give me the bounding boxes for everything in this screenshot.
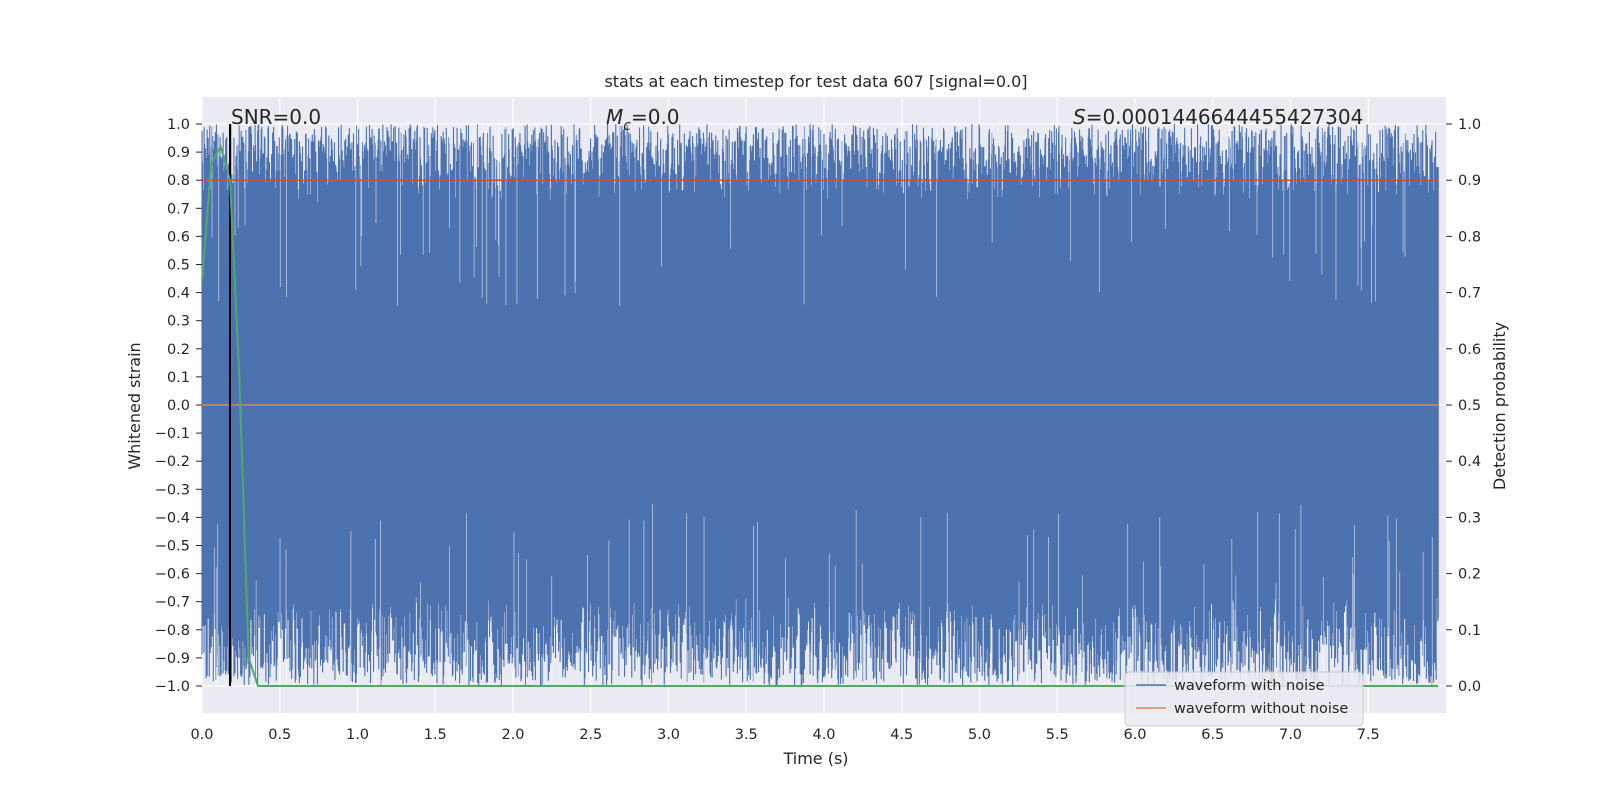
y-left-tick-label: 0.7: [167, 201, 190, 217]
y-left-tick-label: −0.9: [155, 651, 190, 667]
y-left-tick-label: 0.3: [167, 314, 190, 330]
waveform-with-noise-core: [202, 230, 1439, 568]
x-tick-label: 6.5: [1201, 727, 1224, 743]
y-left-tick-label: −0.4: [155, 510, 190, 526]
legend-label-noise: waveform with noise: [1174, 678, 1325, 694]
y-right-tick-label: 0.8: [1458, 229, 1481, 245]
lines-layer: [201, 124, 1439, 687]
y-left-tick-label: 0.8: [167, 173, 190, 189]
y-left-tick-label: −1.0: [155, 679, 190, 695]
x-tick-label: 4.0: [812, 727, 835, 743]
x-tick-label: 3.0: [657, 727, 680, 743]
chart-title: stats at each timestep for test data 607…: [604, 72, 1027, 91]
y-left-tick-label: 0.6: [167, 229, 190, 245]
x-tick-label: 0.0: [190, 727, 213, 743]
y-right-tick-label: 0.1: [1458, 623, 1481, 639]
x-tick-label: 5.0: [968, 727, 991, 743]
y-axis-right-label: Detection probability: [1490, 322, 1509, 490]
x-tick-label: 7.5: [1357, 727, 1380, 743]
y-left-tick-label: 1.0: [167, 117, 190, 133]
x-tick-label: 6.0: [1123, 727, 1146, 743]
mc-value: =0.0: [631, 105, 680, 129]
x-axis-label: Time (s): [782, 749, 848, 768]
y-left-tick-label: 0.0: [167, 398, 190, 414]
x-tick-label: 2.0: [501, 727, 524, 743]
y-right-tick-label: 0.3: [1458, 510, 1481, 526]
s-value: =0.0001446644455427304: [1086, 105, 1364, 129]
snr-annotation: SNR=0.0: [231, 105, 321, 129]
y-left-tick-label: 0.9: [167, 145, 190, 161]
y-left-tick-label: −0.3: [155, 482, 190, 498]
y-left-tick-label: −0.5: [155, 539, 190, 555]
y-right-tick-label: 0.2: [1458, 567, 1481, 583]
s-annotation: S=0.0001446644455427304: [1073, 105, 1363, 129]
y-right-tick-label: 0.6: [1458, 342, 1481, 358]
x-tick-label: 2.5: [579, 727, 602, 743]
y-left-tick-label: −0.6: [155, 567, 190, 583]
ticks-layer: 0.0 0.5 1.0 1.5 2.0 2.5 3.0 3.5 4.0 4.5 5.0 5.5 6.0 6…: [155, 117, 1481, 743]
y-right-tick-label: 0.4: [1458, 454, 1481, 470]
y-left-tick-label: −0.8: [155, 623, 190, 639]
legend-box: [1124, 671, 1364, 727]
detection-probability-line: [201, 143, 1439, 687]
legend-label-clean: waveform without noise: [1174, 701, 1348, 717]
x-tick-label: 4.5: [890, 727, 913, 743]
y-left-tick-label: −0.2: [155, 454, 190, 470]
y-left-tick-label: −0.1: [155, 426, 190, 442]
x-tick-label: 0.5: [268, 727, 291, 743]
y-right-tick-label: 0.5: [1458, 398, 1481, 414]
mc-subscript: c: [623, 118, 631, 134]
y-right-tick-label: 0.0: [1458, 679, 1481, 695]
y-axis-left-label: Whitened strain: [125, 342, 144, 469]
y-left-tick-label: 0.5: [167, 258, 190, 274]
legend: waveform with noise waveform without noi…: [1124, 671, 1364, 727]
y-right-tick-label: 0.9: [1458, 173, 1481, 189]
y-left-tick-label: 0.2: [167, 342, 190, 358]
y-left-tick-label: −0.7: [155, 595, 190, 611]
x-tick-label: 3.5: [735, 727, 758, 743]
y-right-tick-label: 1.0: [1458, 117, 1481, 133]
noise-series: [201, 124, 1439, 686]
y-left-tick-label: 0.4: [167, 286, 190, 302]
mc-annotation: Mc=0.0: [606, 105, 680, 134]
x-tick-label: 1.5: [424, 727, 447, 743]
x-tick-label: 5.5: [1046, 727, 1069, 743]
y-left-tick-label: 0.1: [167, 370, 190, 386]
y-right-tick-label: 0.7: [1458, 286, 1481, 302]
s-symbol: S: [1073, 105, 1086, 129]
x-tick-label: 7.0: [1279, 727, 1302, 743]
x-tick-label: 1.0: [346, 727, 369, 743]
mc-symbol: M: [606, 105, 623, 129]
